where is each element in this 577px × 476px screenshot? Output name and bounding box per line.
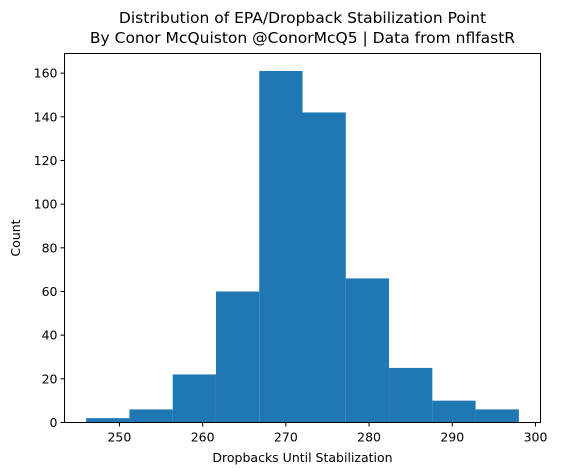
x-tick-label: 290 (440, 430, 464, 445)
histogram-bar (215, 291, 260, 423)
bars-group (86, 70, 519, 423)
histogram-bar (259, 70, 303, 423)
histogram-bar (432, 400, 476, 423)
histogram-bar (172, 374, 216, 423)
plot-frame (64, 53, 541, 423)
x-tick-label: 280 (357, 430, 381, 445)
y-axis-label: Count (8, 219, 23, 256)
y-tick-label: 0 (50, 415, 58, 430)
chart-title-line2: By Conor McQuiston @ConorMcQ5 | Data fro… (90, 29, 515, 47)
x-axis-ticks: 250 260 270 280 290 300 (107, 422, 548, 445)
histogram-bar (129, 409, 173, 423)
y-tick-label: 20 (42, 371, 58, 386)
histogram-bar (345, 278, 390, 423)
y-tick-label: 140 (34, 109, 58, 124)
x-axis-label: Dropbacks Until Stabilization (212, 450, 392, 465)
chart-title-line1: Distribution of EPA/Dropback Stabilizati… (119, 9, 486, 27)
y-tick-label: 80 (42, 240, 58, 255)
y-tick-label: 160 (34, 66, 58, 81)
histogram-bar (389, 367, 433, 423)
x-tick-label: 260 (191, 430, 215, 445)
x-tick-label: 250 (107, 430, 131, 445)
x-tick-label: 270 (274, 430, 298, 445)
y-axis-ticks: 0 20 40 60 80 100 120 140 160 (34, 66, 65, 430)
histogram-bar (86, 418, 130, 423)
y-tick-label: 100 (34, 197, 58, 212)
histogram-bar (302, 112, 346, 423)
y-tick-label: 40 (42, 328, 58, 343)
histogram-bar (475, 409, 519, 423)
y-tick-label: 120 (34, 153, 58, 168)
y-tick-label: 60 (42, 284, 58, 299)
x-tick-label: 300 (524, 430, 548, 445)
